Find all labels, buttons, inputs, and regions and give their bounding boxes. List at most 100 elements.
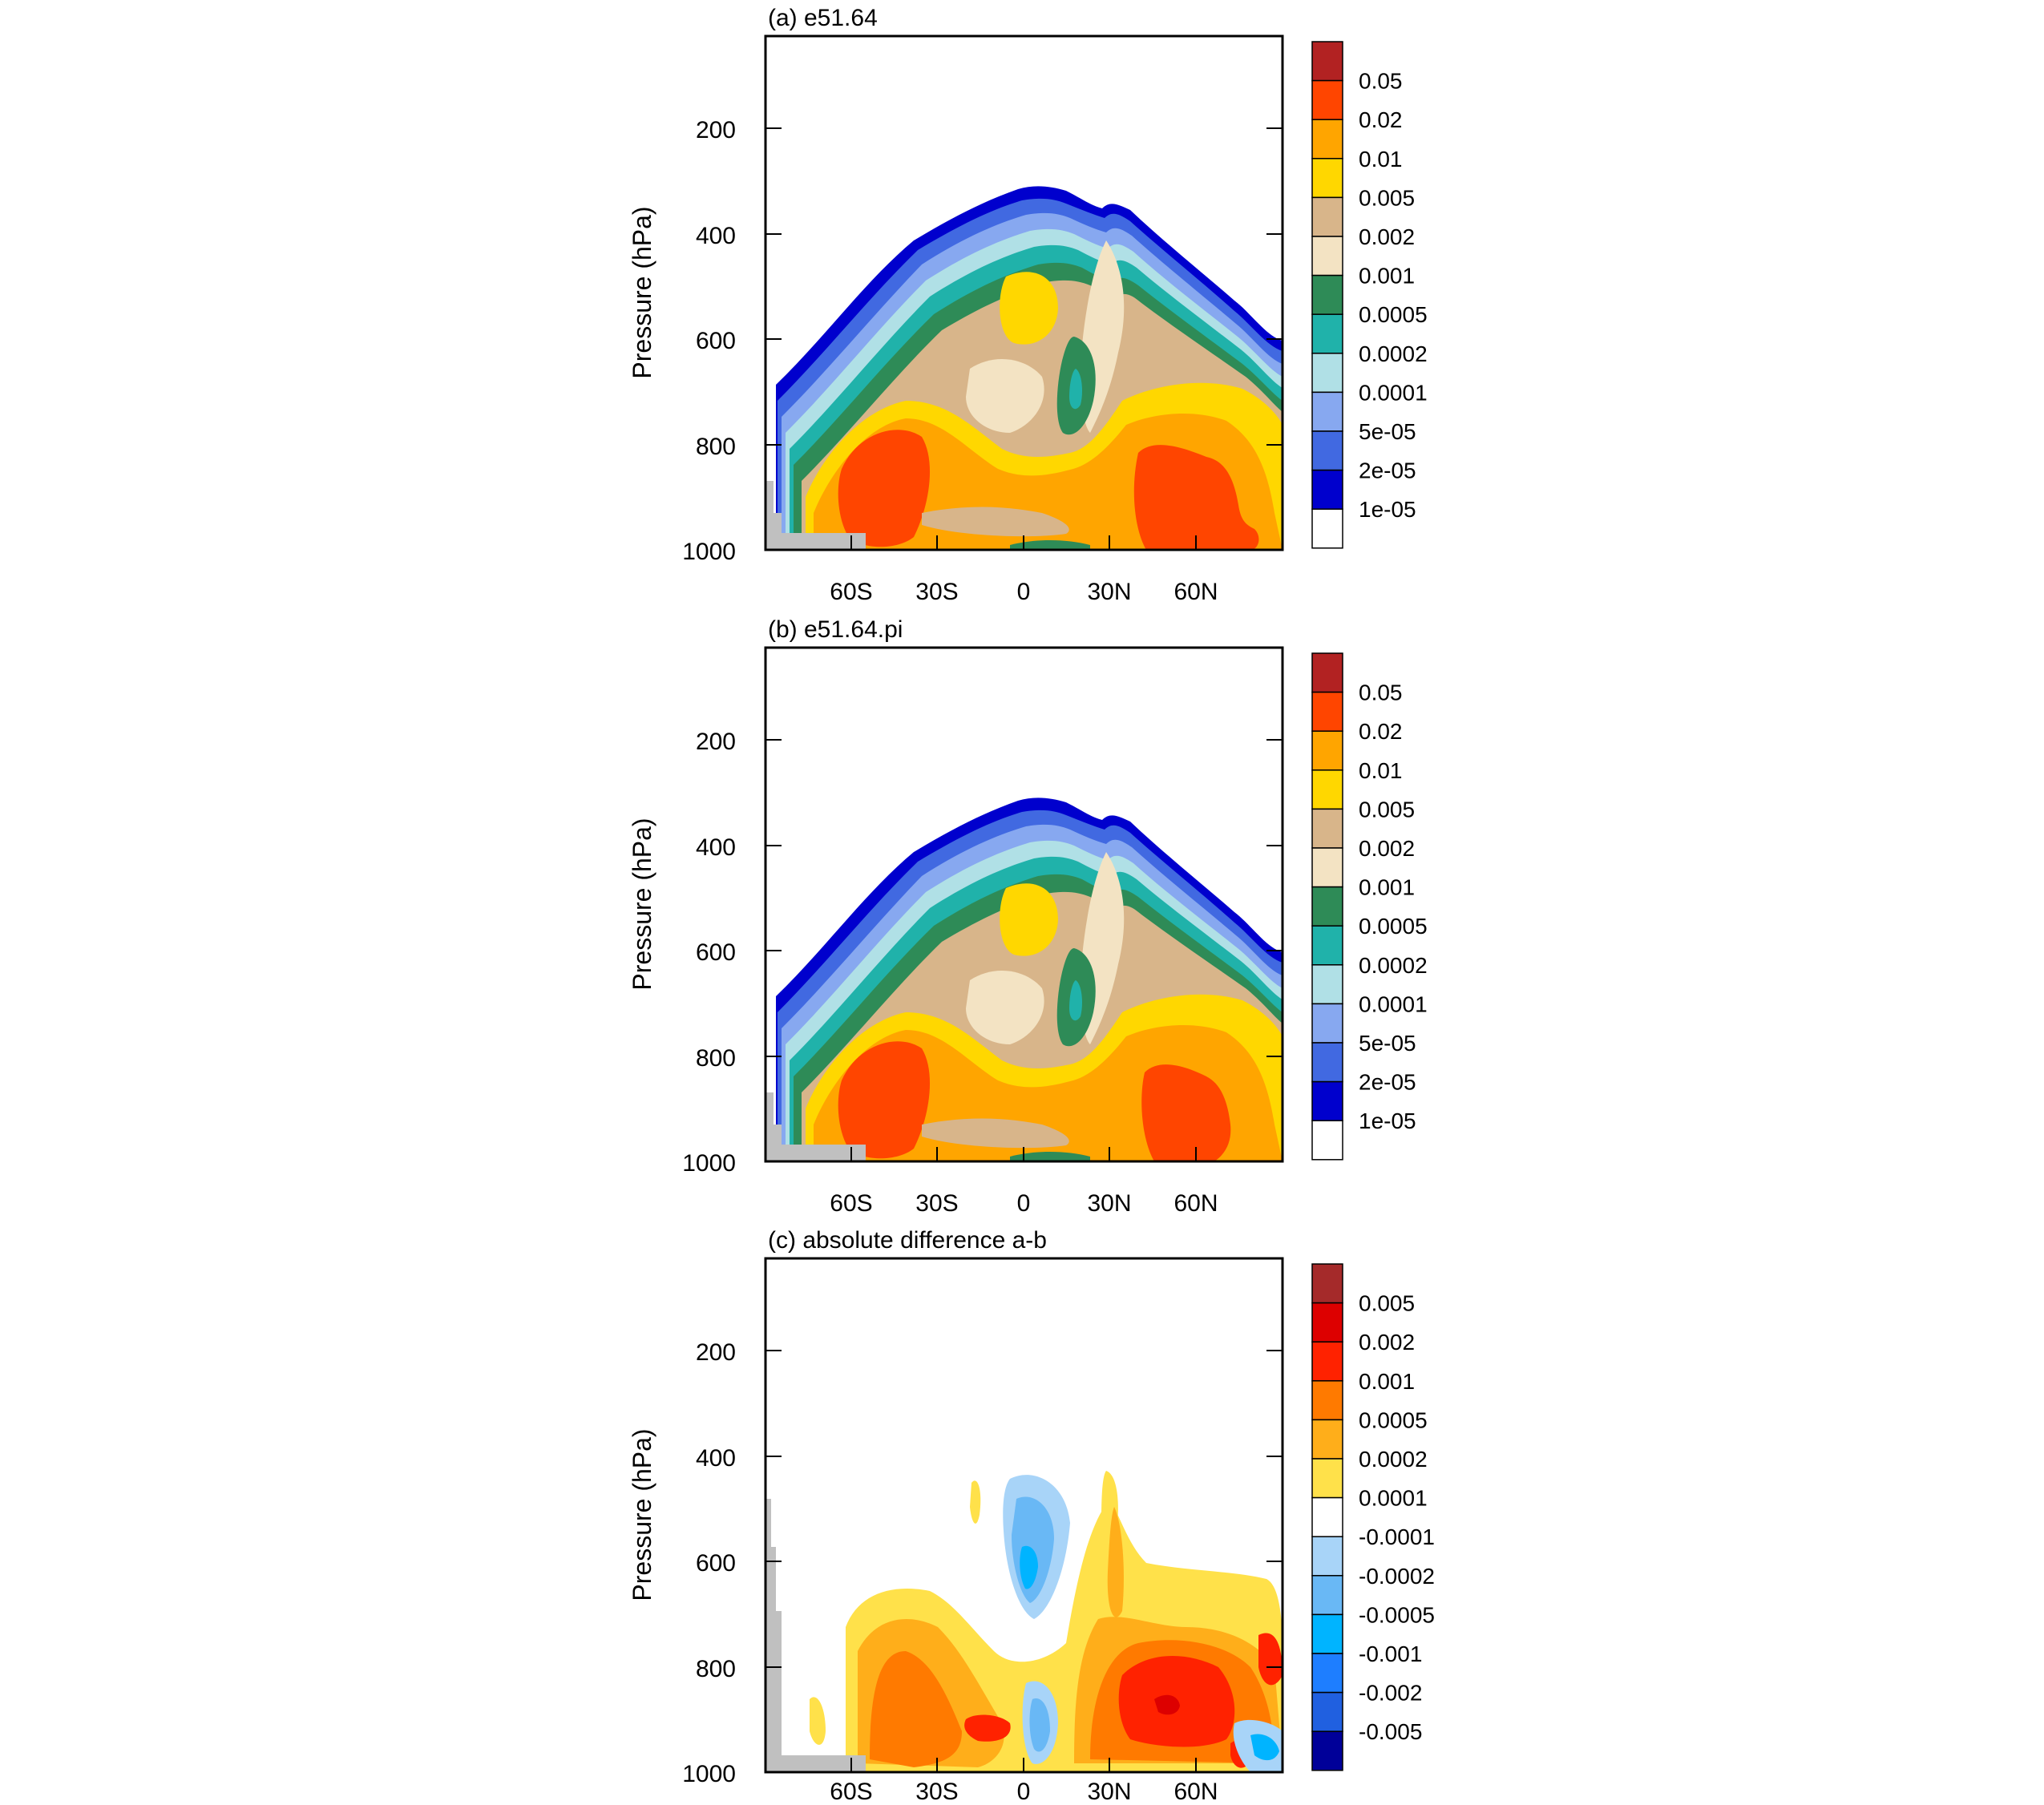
x-tick-label: 30S — [915, 1190, 958, 1217]
contour-field — [765, 186, 1283, 550]
contour-0.002-strip — [922, 507, 1069, 537]
y-axis-label: Pressure (hPa) — [628, 1428, 656, 1601]
diff-0.0001-upper — [970, 1480, 981, 1524]
colorbar-label: 1e-05 — [1359, 1108, 1416, 1133]
contour-0.002-strip — [922, 1118, 1069, 1149]
colorbar-label: 0.02 — [1359, 107, 1403, 132]
colorbar-label: 0.02 — [1359, 719, 1403, 744]
x-ticks: 60S 30S 0 30N 60N — [830, 1758, 1218, 1805]
x-tick-label: 30S — [915, 579, 958, 605]
y-tick-label: 200 — [696, 729, 736, 755]
colorbar-swatch — [1311, 1613, 1343, 1654]
colorbar-label: 0.001 — [1359, 264, 1415, 289]
colorbar-label: 5e-05 — [1359, 419, 1416, 444]
y-tick-label: 600 — [696, 1550, 736, 1577]
y-tick-label: 1000 — [682, 1150, 736, 1177]
colorbar-label: 0.002 — [1359, 1330, 1415, 1355]
colorbar: 0.05 0.02 0.01 0.005 0.002 0.001 0.0005 0.0002 0… — [1311, 652, 1428, 1161]
colorbar-swatch — [1311, 1380, 1343, 1421]
colorbar-swatch — [1311, 1536, 1343, 1577]
contour-0.0002-cell — [1069, 980, 1082, 1021]
colorbar-label: 2e-05 — [1359, 458, 1416, 483]
panel-a: (a) e51.64 Pressure (hPa) — [628, 5, 1428, 605]
diff-0.002-north — [1154, 1694, 1180, 1715]
contour-0.005-tropics — [1000, 883, 1058, 956]
x-tick-label: 0 — [1017, 579, 1031, 605]
colorbar-label: 0.0005 — [1359, 914, 1428, 939]
colorbar-swatch — [1311, 469, 1343, 510]
y-tick-label: 400 — [696, 223, 736, 249]
colorbar-label: 0.005 — [1359, 797, 1415, 822]
x-tick-label: 0 — [1017, 1190, 1031, 1217]
colorbar-swatch — [1311, 1691, 1343, 1732]
land-mask — [765, 481, 866, 550]
colorbar-swatch — [1311, 964, 1343, 1005]
colorbar-swatch — [1311, 313, 1343, 354]
x-tick-label: 30S — [915, 1779, 958, 1805]
difference-field — [765, 1471, 1283, 1772]
colorbar-swatch — [1311, 769, 1343, 810]
x-tick-label: 30N — [1087, 579, 1131, 605]
contour-0.005-tropics — [1000, 272, 1058, 345]
colorbar-swatch — [1311, 691, 1343, 732]
y-tick-label: 1000 — [682, 539, 736, 565]
x-ticks: 60S 30S 0 30N 60N — [830, 535, 1218, 605]
diff-neg-0.0002-lower — [1029, 1698, 1050, 1752]
contour-0.02-north — [1133, 445, 1259, 550]
diff-0.0001-left — [810, 1697, 826, 1745]
colorbar-swatch — [1311, 1496, 1343, 1537]
y-tick-label: 200 — [696, 1339, 736, 1366]
contour-0.001-patch — [966, 358, 1044, 433]
colorbar-label: 0.0001 — [1359, 991, 1428, 1016]
colorbar-label: 0.0002 — [1359, 341, 1428, 366]
colorbar-swatch — [1311, 196, 1343, 237]
y-axis-label: Pressure (hPa) — [628, 206, 656, 378]
colorbar-swatch — [1311, 808, 1343, 849]
x-tick-label: 60S — [830, 579, 872, 605]
x-tick-label: 60N — [1173, 579, 1218, 605]
colorbar-swatch — [1311, 353, 1343, 394]
colorbar-swatch — [1311, 508, 1343, 549]
colorbar-swatch — [1311, 1263, 1343, 1304]
colorbar-swatch — [1311, 925, 1343, 966]
colorbar-label: -0.002 — [1359, 1681, 1422, 1706]
y-tick-label: 600 — [696, 939, 736, 966]
colorbar-swatch — [1311, 158, 1343, 199]
colorbar-swatch — [1311, 847, 1343, 888]
colorbar-swatch — [1311, 1120, 1343, 1161]
colorbar-swatch — [1311, 1080, 1343, 1121]
colorbar-swatch — [1311, 119, 1343, 160]
x-tick-label: 60S — [830, 1190, 872, 1217]
colorbar-swatch — [1311, 236, 1343, 277]
contour-0.02-north — [1141, 1064, 1231, 1161]
diff-neg-0.0005-upper — [1020, 1545, 1038, 1589]
contour-0.02-south — [838, 430, 931, 547]
diff-0.0002-north-ridge — [1107, 1507, 1124, 1617]
colorbar-label: 0.01 — [1359, 147, 1403, 172]
y-ticks: 200 400 600 800 1000 — [682, 117, 1283, 565]
colorbar-swatch — [1311, 274, 1343, 315]
colorbar-label: 0.005 — [1359, 1291, 1415, 1316]
colorbar-label: 0.002 — [1359, 836, 1415, 861]
colorbar-label: -0.0002 — [1359, 1564, 1435, 1589]
y-ticks: 200 400 600 800 1000 — [682, 1339, 1283, 1787]
colorbar-swatch — [1311, 391, 1343, 432]
colorbar-swatch — [1311, 1042, 1343, 1083]
colorbar-swatch — [1311, 1419, 1343, 1460]
colorbar-label: -0.0001 — [1359, 1524, 1435, 1549]
colorbar-label: 0.01 — [1359, 758, 1403, 783]
colorbar-label: 0.0002 — [1359, 1447, 1428, 1472]
contour-0.0002-cell — [1069, 369, 1082, 410]
diff-neg-0.0005-edge — [1250, 1734, 1279, 1761]
x-tick-label: 30N — [1087, 1779, 1131, 1805]
contour-0.02-south — [838, 1041, 931, 1159]
colorbar: 0.005 0.002 0.001 0.0005 0.0002 0.0001 -0.0001… — [1311, 1263, 1435, 1771]
colorbar-swatch — [1311, 886, 1343, 927]
colorbar-swatch — [1311, 1341, 1343, 1382]
colorbar-swatch — [1311, 1458, 1343, 1499]
y-tick-label: 400 — [696, 1445, 736, 1472]
colorbar-swatch — [1311, 1730, 1343, 1771]
x-tick-label: 30N — [1087, 1190, 1131, 1217]
diff-0.001-south — [964, 1714, 1011, 1742]
